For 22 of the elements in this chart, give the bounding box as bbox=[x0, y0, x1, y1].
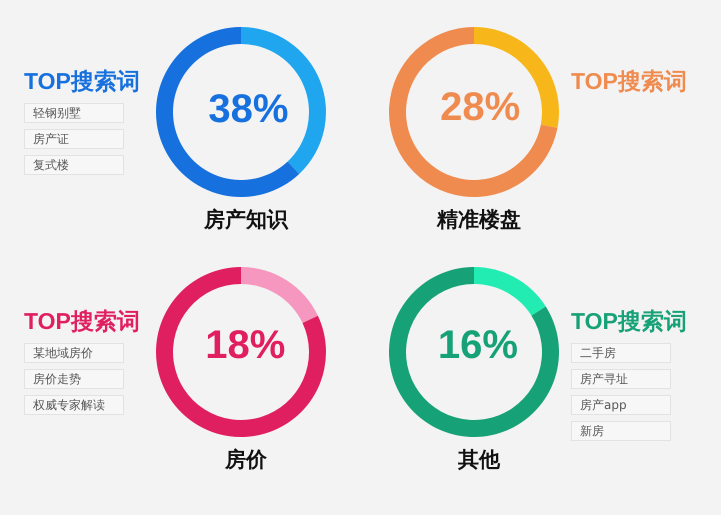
search-tag: 二手房 bbox=[571, 343, 671, 363]
text: 房价 bbox=[224, 448, 268, 472]
search-tag: 新房 bbox=[571, 421, 671, 441]
text: TOP搜索词 bbox=[571, 308, 687, 334]
search-tag: 房价走势 bbox=[24, 369, 124, 389]
text: TOP搜索词 bbox=[24, 308, 140, 334]
text: 其他 bbox=[457, 448, 501, 472]
text: 精准楼盘 bbox=[436, 208, 521, 232]
text: TOP搜索词 bbox=[24, 68, 140, 94]
data-label: 18% bbox=[205, 323, 286, 368]
search-tag: 复式楼 bbox=[24, 155, 124, 175]
search-tag: 房产证 bbox=[24, 129, 124, 149]
search-tag: 房产app bbox=[571, 395, 671, 415]
search-tag: 房产寻址 bbox=[571, 369, 671, 389]
data-label: 38% bbox=[208, 87, 288, 132]
search-tag: 轻钢别墅 bbox=[24, 103, 124, 123]
search-tag: 权威专家解读 bbox=[24, 395, 124, 415]
data-label: 16% bbox=[438, 322, 518, 367]
data-label: 28% bbox=[440, 84, 520, 129]
search-tag: 某地域房价 bbox=[24, 343, 124, 363]
text: 房产知识 bbox=[203, 208, 289, 232]
text: TOP搜索词 bbox=[571, 68, 687, 94]
